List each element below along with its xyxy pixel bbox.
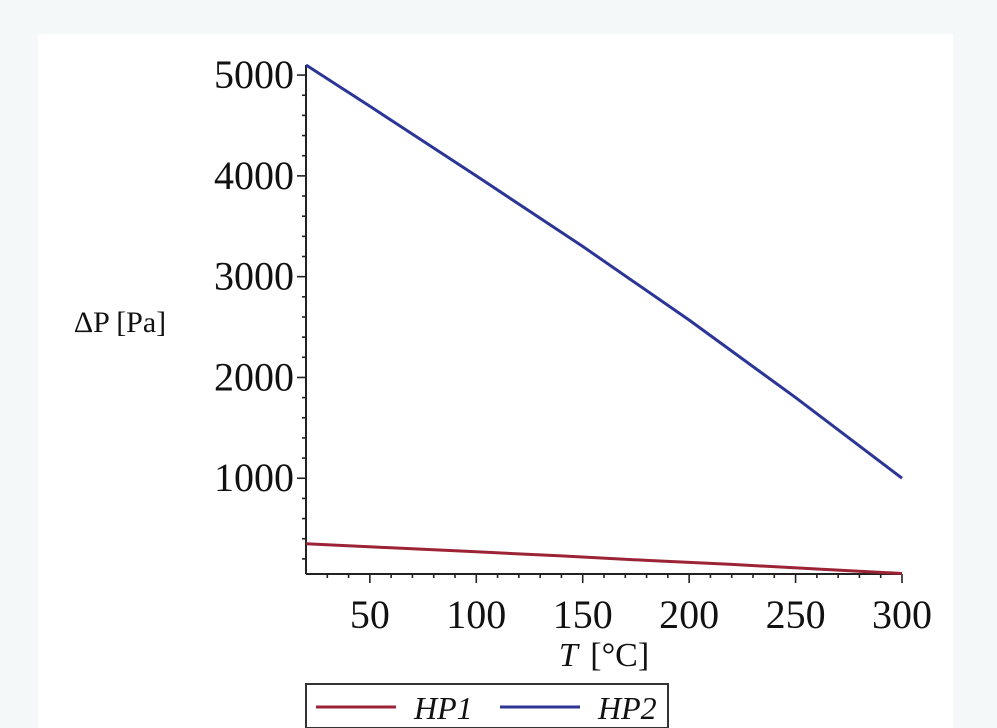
series-line-hp1 [305, 542, 903, 575]
x-tick-label: 50 [350, 592, 390, 637]
x-tick-label: 100 [446, 592, 506, 637]
series-line-hp2 [305, 63, 903, 480]
x-axis-label-unit: [°C] [590, 637, 649, 674]
y-tick-label: 2000 [214, 354, 294, 399]
x-tick-label: 200 [659, 592, 719, 637]
x-tick-label: 300 [872, 592, 932, 637]
x-ticks: 50 100 150 200 250 300 [326, 574, 932, 637]
x-tick-label: 250 [766, 592, 826, 637]
y-tick-label: 5000 [214, 52, 294, 97]
y-tick-label: 3000 [214, 254, 294, 299]
y-axis-label: ΔP [Pa] [74, 306, 166, 339]
x-axis-label-variable: T [559, 637, 580, 674]
y-tick-label: 1000 [214, 455, 294, 500]
x-axis-label: T [°C] [559, 637, 649, 674]
legend-label-hp1: HP1 [413, 690, 473, 726]
legend: HP1 HP2 [305, 683, 669, 728]
x-tick-label: 150 [553, 592, 613, 637]
y-tick-label: 4000 [214, 153, 294, 198]
y-ticks: 1000 2000 3000 4000 5000 [214, 52, 306, 560]
legend-label-hp2: HP2 [597, 690, 657, 726]
series-layer [305, 63, 903, 575]
chart-panel [38, 34, 953, 728]
axes: 1000 2000 3000 4000 5000 50 100 150 200 250 300 [214, 52, 932, 637]
